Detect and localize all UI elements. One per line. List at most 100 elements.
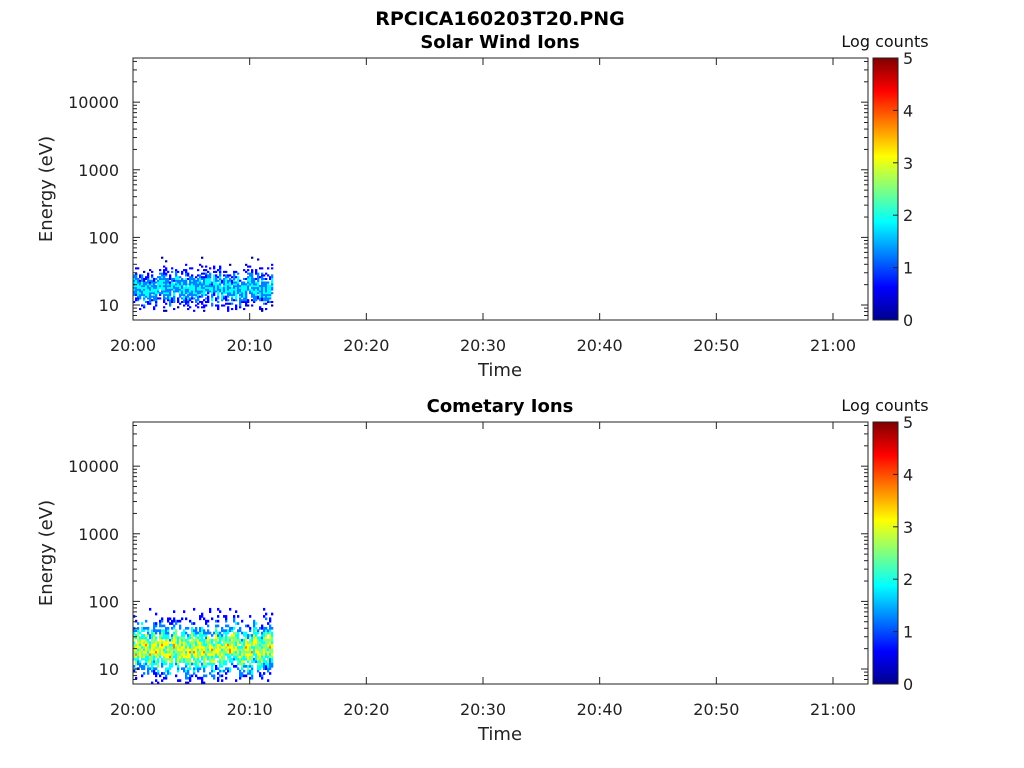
heatmap-cell bbox=[205, 655, 208, 659]
heatmap-cell bbox=[183, 304, 186, 307]
heatmap-cell bbox=[215, 653, 218, 656]
heatmap-cell bbox=[217, 293, 220, 296]
heatmap-cell bbox=[211, 641, 214, 644]
heatmap-cell bbox=[215, 304, 218, 307]
heatmap-cell bbox=[229, 638, 232, 642]
heatmap-cell bbox=[263, 299, 266, 302]
heatmap-cell bbox=[141, 622, 144, 625]
heatmap-cell bbox=[175, 270, 178, 273]
heatmap-cell bbox=[239, 295, 242, 298]
heatmap-cell bbox=[239, 292, 242, 295]
heatmap-cell bbox=[215, 619, 218, 623]
x-tick-label: 20:30 bbox=[460, 700, 506, 719]
heatmap-cell bbox=[237, 615, 240, 618]
heatmap-cell bbox=[225, 624, 228, 628]
heatmap-cell bbox=[151, 648, 154, 652]
heatmap-cell bbox=[183, 269, 186, 272]
heatmap-cell bbox=[177, 643, 180, 647]
heatmap-cell bbox=[203, 281, 206, 284]
heatmap-cell bbox=[191, 288, 194, 291]
heatmap-cell bbox=[251, 281, 254, 284]
heatmap-cell bbox=[163, 270, 166, 273]
heatmap-cell bbox=[215, 629, 218, 633]
heatmap-cell bbox=[211, 302, 214, 305]
heatmap-cell bbox=[219, 645, 222, 649]
heatmap-cell bbox=[245, 636, 248, 640]
heatmap-cell bbox=[181, 657, 184, 661]
heatmap-cell bbox=[225, 270, 228, 273]
heatmap-cell bbox=[237, 638, 240, 642]
heatmap-cell bbox=[147, 660, 150, 663]
heatmap-cell bbox=[235, 631, 238, 635]
x-tick-label: 20:20 bbox=[343, 336, 389, 355]
heatmap-cell bbox=[231, 279, 234, 282]
colorbar-label: Log counts bbox=[841, 396, 928, 415]
heatmap-cell bbox=[183, 657, 186, 661]
heatmap-cell bbox=[219, 281, 222, 284]
heatmap-cell bbox=[245, 288, 248, 291]
heatmap-cell bbox=[207, 286, 210, 289]
heatmap-cell bbox=[149, 607, 152, 611]
heatmap-cell bbox=[195, 626, 198, 630]
heatmap-cell bbox=[143, 657, 146, 661]
heatmap-cell bbox=[223, 643, 226, 647]
heatmap-cell bbox=[219, 643, 222, 647]
y-tick-label: 100 bbox=[88, 228, 119, 247]
heatmap-cell bbox=[179, 626, 182, 630]
heatmap-cell bbox=[251, 657, 254, 661]
heatmap-cell bbox=[235, 270, 238, 273]
heatmap-cell bbox=[187, 672, 190, 675]
heatmap-cell bbox=[269, 645, 272, 649]
heatmap-cell bbox=[207, 288, 210, 291]
heatmap-cell bbox=[203, 285, 206, 288]
heatmap-cell bbox=[237, 286, 240, 289]
heatmap-cell bbox=[263, 293, 266, 296]
heatmap-cell bbox=[163, 283, 166, 286]
heatmap-cell bbox=[165, 641, 168, 644]
heatmap-cell bbox=[253, 297, 256, 300]
heatmap-cell bbox=[239, 653, 242, 656]
heatmap-cell bbox=[183, 279, 186, 282]
heatmap-cell bbox=[177, 648, 180, 652]
heatmap-cell bbox=[269, 617, 272, 621]
heatmap-cell bbox=[169, 286, 172, 289]
heatmap-cell bbox=[193, 293, 196, 296]
heatmap-cell bbox=[203, 276, 206, 279]
heatmap-cell bbox=[255, 288, 258, 291]
heatmap-cell bbox=[167, 667, 170, 671]
heatmap-cell bbox=[169, 660, 172, 663]
heatmap-cell bbox=[239, 645, 242, 649]
heatmap-cell bbox=[241, 295, 244, 298]
heatmap-cell bbox=[171, 270, 174, 273]
heatmap-cell bbox=[245, 643, 248, 647]
heatmap-cell bbox=[165, 653, 168, 656]
heatmap-cell bbox=[257, 292, 260, 295]
heatmap-cell bbox=[263, 288, 266, 291]
heatmap-cell bbox=[251, 676, 254, 680]
heatmap-cell bbox=[159, 641, 162, 644]
heatmap-cell bbox=[177, 281, 180, 284]
heatmap-cell bbox=[249, 292, 252, 295]
heatmap-cell bbox=[187, 274, 190, 277]
heatmap-cell bbox=[161, 619, 164, 623]
heatmap-cell bbox=[253, 648, 256, 652]
heatmap-cell bbox=[193, 631, 196, 635]
heatmap-cell bbox=[251, 269, 254, 272]
heatmap-cell bbox=[207, 629, 210, 633]
heatmap-cell bbox=[269, 657, 272, 661]
heatmap-cell bbox=[199, 643, 202, 647]
heatmap-cell bbox=[145, 634, 148, 637]
heatmap-cell bbox=[139, 276, 142, 279]
heatmap-cell bbox=[223, 279, 226, 282]
heatmap-cell bbox=[217, 636, 220, 640]
heatmap-cell bbox=[231, 650, 234, 654]
heatmap-cell bbox=[223, 662, 226, 666]
heatmap-cell bbox=[201, 288, 204, 291]
heatmap-cell bbox=[211, 660, 214, 663]
heatmap-cell bbox=[207, 653, 210, 656]
heatmap-cell bbox=[153, 295, 156, 298]
heatmap-cell bbox=[237, 285, 240, 288]
heatmap-cell bbox=[135, 297, 138, 300]
heatmap-cell bbox=[245, 634, 248, 637]
heatmap-cell bbox=[261, 676, 264, 680]
